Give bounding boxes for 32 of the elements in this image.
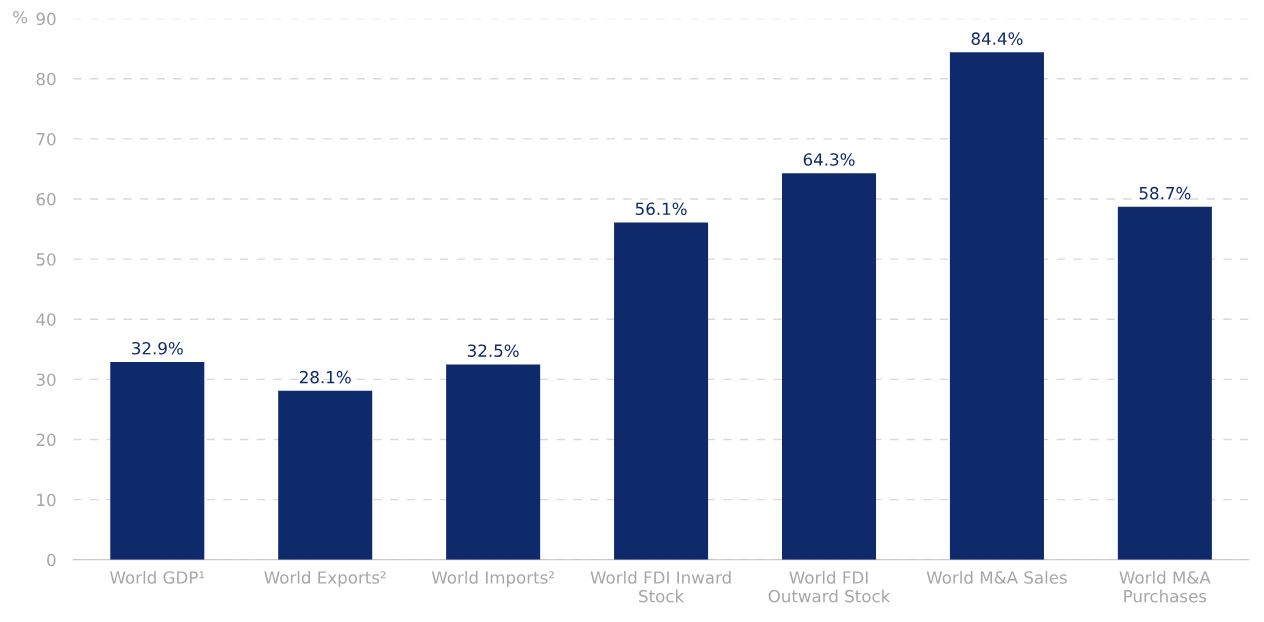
y-axis-title: % <box>13 10 28 24</box>
bar <box>110 361 205 560</box>
data-label: 28.1% <box>299 370 351 384</box>
bar <box>949 52 1044 560</box>
y-tick-label: 30 <box>36 373 56 386</box>
x-tick-label: World M&A Purchases <box>1119 570 1211 603</box>
x-tick-label: World M&A Sales <box>926 570 1067 584</box>
data-label: 64.3% <box>803 153 855 166</box>
bar <box>1117 206 1212 560</box>
y-tick-label: 40 <box>36 313 56 326</box>
y-tick-label: 10 <box>37 493 56 507</box>
x-tick-label: World Imports² <box>431 570 554 588</box>
data-label: 56.1% <box>635 202 687 216</box>
y-tick-label: 70 <box>36 132 56 146</box>
y-tick-label: 20 <box>36 433 56 447</box>
bar <box>278 390 373 560</box>
y-tick-label: 90 <box>36 12 56 26</box>
y-tick-label: 60 <box>36 193 56 206</box>
bar <box>446 364 541 560</box>
bar <box>614 222 709 560</box>
x-tick-label: World FDI Outward Stock <box>768 570 891 603</box>
y-tick-label: 80 <box>36 72 56 86</box>
y-tick-label: 50 <box>36 253 56 266</box>
data-label: 32.9% <box>132 341 183 355</box>
data-label: 32.5% <box>467 344 519 357</box>
x-tick-label: World Exports² <box>264 570 386 588</box>
bar <box>781 173 877 560</box>
x-tick-label: World GDP¹ <box>110 570 205 584</box>
data-label: 58.7% <box>1139 186 1191 200</box>
data-label: 84.4% <box>971 32 1023 45</box>
x-tick-label: World FDI Inward Stock <box>590 570 731 603</box>
y-tick-label: 0 <box>47 553 56 567</box>
